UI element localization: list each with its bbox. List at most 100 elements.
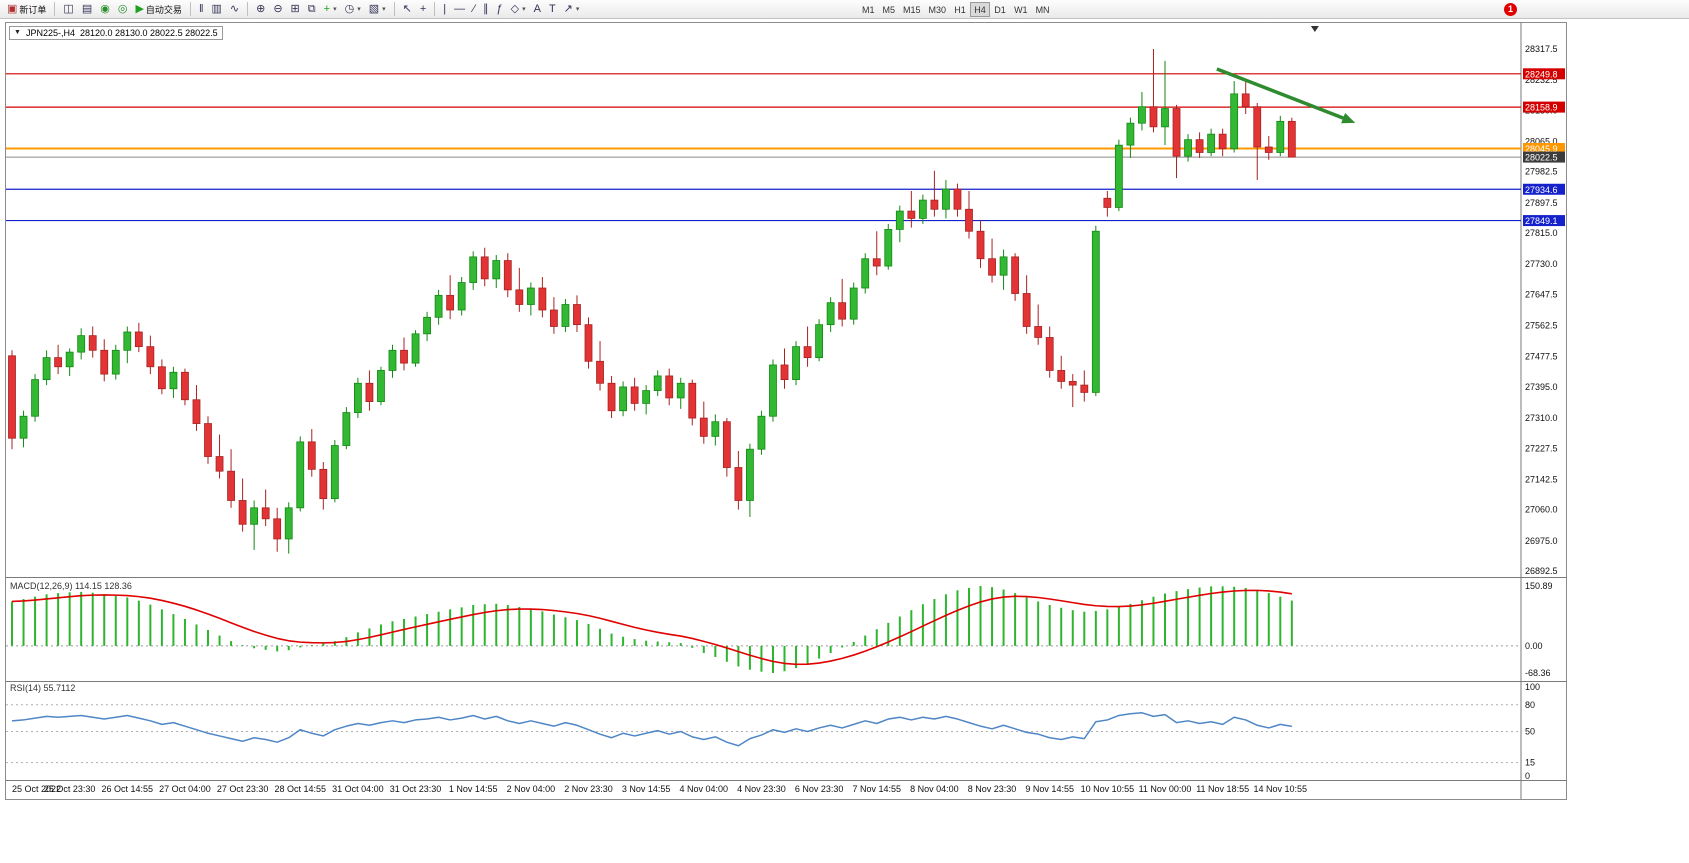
- timeframe-m1[interactable]: M1: [858, 2, 879, 17]
- candle: [884, 223, 893, 270]
- svg-text:27562.5: 27562.5: [1525, 321, 1558, 331]
- candle: [550, 297, 558, 334]
- price-badge: 27849.1: [1523, 215, 1565, 227]
- candle: [1253, 103, 1262, 180]
- candle: [699, 401, 708, 444]
- timeframe-d1[interactable]: D1: [990, 2, 1010, 17]
- candle: [181, 368, 189, 406]
- periods-button[interactable]: ◷ ▾: [342, 1, 364, 18]
- timeframe-h1[interactable]: H1: [950, 2, 970, 17]
- channel-button[interactable]: ∥: [480, 1, 492, 18]
- indicators-button[interactable]: + ▾: [321, 1, 340, 18]
- candle: [769, 359, 777, 422]
- candle: [1034, 304, 1043, 345]
- fibonacci-icon: ƒ: [496, 2, 503, 15]
- timeframe-h4[interactable]: H4: [970, 2, 991, 17]
- candles-group: [8, 49, 1296, 554]
- svg-text:6 Nov 23:30: 6 Nov 23:30: [795, 784, 844, 794]
- cascade-windows-icon: ⧉: [307, 2, 316, 15]
- candle: [434, 289, 443, 325]
- timeframe-m30[interactable]: M30: [925, 2, 951, 17]
- svg-text:11 Nov 18:55: 11 Nov 18:55: [1196, 784, 1249, 794]
- candle: [284, 502, 293, 554]
- macd-panel: 150.89 0.00 -68.36 MACD(12,26,9) 114.15 128…: [6, 581, 1553, 678]
- svg-text:11 Nov 00:00: 11 Nov 00:00: [1139, 784, 1192, 794]
- candle: [1103, 190, 1112, 217]
- rsi-label: RSI(14) 55.7112: [10, 683, 75, 693]
- candle: [446, 275, 455, 320]
- crosshair-button[interactable]: +: [417, 1, 429, 18]
- svg-text:7 Nov 14:55: 7 Nov 14:55: [852, 784, 901, 794]
- cursor-button[interactable]: ↖: [400, 1, 415, 18]
- candle: [42, 350, 51, 386]
- arrows-button[interactable]: ↗ ▾: [561, 1, 583, 18]
- horizontal-line-button[interactable]: ―: [451, 1, 468, 18]
- vertical-line-button[interactable]: |: [440, 1, 449, 18]
- navigator-button[interactable]: ◎: [115, 1, 131, 18]
- price-chart-svg[interactable]: 28317.528232.528150.028065.027982.527897…: [6, 23, 1566, 799]
- candle: [619, 381, 627, 417]
- price-badge: 28158.9: [1523, 101, 1565, 113]
- candle: [780, 348, 789, 389]
- svg-text:28065.0: 28065.0: [1525, 136, 1558, 146]
- timeframe-mn[interactable]: MN: [1032, 2, 1054, 17]
- candle: [123, 326, 132, 364]
- trendline-button[interactable]: ∕: [470, 1, 478, 18]
- svg-text:27142.5: 27142.5: [1525, 474, 1558, 484]
- macd-signal-line: [11, 589, 1292, 666]
- svg-text:27 Oct 04:00: 27 Oct 04:00: [159, 784, 211, 794]
- timeframe-m5[interactable]: M5: [879, 2, 900, 17]
- timeframe-w1[interactable]: W1: [1010, 2, 1032, 17]
- text-button[interactable]: A: [531, 1, 544, 18]
- candle: [134, 322, 143, 353]
- cascade-windows-button[interactable]: ⧉: [305, 1, 319, 18]
- candle: [469, 251, 478, 290]
- svg-text:25 Oct 2022: 25 Oct 2022: [12, 784, 61, 794]
- candle: [1138, 92, 1146, 131]
- profiles-button[interactable]: ▤: [79, 1, 95, 18]
- timeframe-m15[interactable]: M15: [899, 2, 925, 17]
- new-order-button[interactable]: ▣ 新订单: [4, 1, 49, 18]
- candle: [942, 179, 950, 219]
- market-watch-icon: ◉: [100, 2, 110, 15]
- svg-text:8 Nov 23:30: 8 Nov 23:30: [968, 784, 1017, 794]
- chart-line-button[interactable]: ∿: [227, 1, 242, 18]
- new-chart-button[interactable]: ◫: [60, 1, 76, 18]
- svg-text:27 Oct 23:30: 27 Oct 23:30: [217, 784, 269, 794]
- chart-bars-button[interactable]: ‖: [196, 1, 207, 18]
- symbol-timeframe-label: JPN225-,H4: [25, 28, 75, 38]
- chevron-down-icon: ▾: [357, 6, 361, 13]
- svg-text:28232.5: 28232.5: [1525, 75, 1558, 85]
- candle: [1172, 104, 1181, 179]
- candle: [215, 434, 224, 479]
- templates-icon: ▧: [368, 2, 380, 15]
- indicators-icon: +: [323, 2, 331, 15]
- fibonacci-button[interactable]: ƒ: [493, 1, 505, 18]
- chart-window[interactable]: 28317.528232.528150.028065.027982.527897…: [5, 22, 1567, 800]
- new-chart-icon: ◫: [63, 2, 74, 15]
- autotrading-button[interactable]: ▶ 自动交易: [132, 1, 184, 18]
- trend-arrow[interactable]: [1216, 67, 1356, 124]
- shapes-button[interactable]: ◇ ▾: [508, 1, 529, 18]
- candle: [8, 350, 16, 450]
- channel-icon: ∥: [482, 2, 489, 15]
- zoom-in-button[interactable]: ⊕: [253, 1, 268, 18]
- candle: [838, 278, 847, 327]
- horizontal-lines[interactable]: [6, 73, 1521, 222]
- tile-windows-button[interactable]: ⊞: [288, 1, 303, 18]
- toolbar-buttons: ▣ 新订单 ◫ ▤ ◉ ◎ ▶ 自动交易 ‖ ▥ ∿ ⊕ ⊖ ⊞ ⧉ + ▾ ◷ ▾ ▧ ▾ ↖ + | ― ∕ ∥ ƒ ◇ ▾ A T ↗ ▾: [3, 0, 583, 19]
- candle: [261, 489, 270, 527]
- candle: [1287, 117, 1296, 158]
- svg-text:14 Nov 10:55: 14 Nov 10:55: [1254, 784, 1308, 794]
- chart-shift-marker[interactable]: [1310, 26, 1319, 32]
- chart-candles-button[interactable]: ▥: [208, 1, 224, 18]
- zoom-out-button[interactable]: ⊖: [270, 1, 285, 18]
- market-watch-button[interactable]: ◉: [97, 1, 113, 18]
- notification-badge[interactable]: 1: [1504, 3, 1517, 16]
- templates-button[interactable]: ▧ ▾: [366, 1, 389, 18]
- chart-symbol-box[interactable]: ▼ JPN225-,H4 28120.0 28130.0 28022.5 280…: [9, 26, 223, 40]
- label-button[interactable]: T: [546, 1, 559, 18]
- svg-text:15: 15: [1525, 758, 1535, 768]
- autotrading-icon: ▶: [135, 2, 144, 15]
